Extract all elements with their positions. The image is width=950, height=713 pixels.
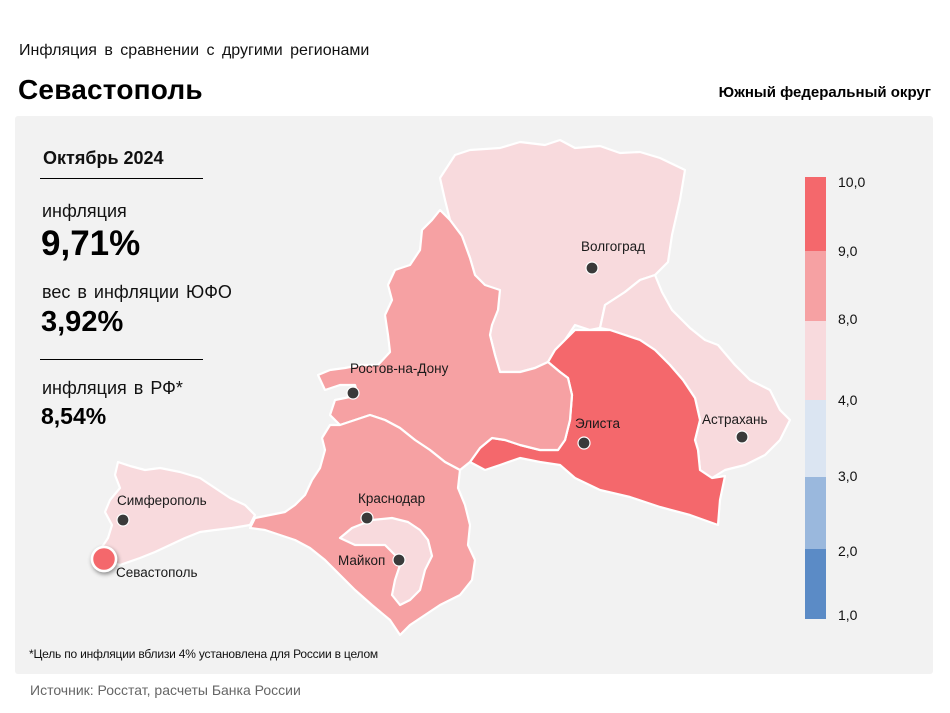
city-label-sevastopol: Севастополь [116, 565, 198, 580]
city-label-elista: Элиста [575, 416, 620, 431]
city-elista[interactable]: Элиста [575, 416, 620, 450]
weight-label: вес в инфляции ЮФО [42, 282, 232, 302]
source-note: Источник: Росстат, расчеты Банка России [30, 682, 301, 698]
legend-bin-9-10 [805, 177, 826, 251]
divider-bottom [40, 359, 203, 360]
page-title: Севастополь [18, 74, 203, 105]
city-label-astrakhan: Астрахань [702, 412, 768, 427]
legend-tick: 10,0 [838, 174, 866, 190]
legend-tick: 9,0 [838, 243, 858, 259]
city-marker-icon [116, 513, 130, 527]
inflation-label: инфляция [42, 201, 127, 221]
city-marker-icon [360, 511, 374, 525]
city-marker-icon [735, 430, 749, 444]
city-label-maykop: Майкоп [338, 553, 385, 568]
legend-tick: 4,0 [838, 392, 858, 408]
highlight-marker-icon [90, 545, 118, 573]
legend-bin-2-3 [805, 477, 826, 549]
legend-tick: 8,0 [838, 311, 858, 327]
rf-inflation-label: инфляция в РФ* [42, 378, 183, 398]
divider-top [40, 178, 203, 179]
city-rostov[interactable]: Ростов-на-Дону [346, 361, 449, 400]
city-astrakhan[interactable]: Астрахань [702, 412, 768, 444]
region-crimea[interactable] [98, 460, 257, 567]
legend-bin-1-2 [805, 549, 826, 619]
legend-bin-3-4 [805, 400, 826, 477]
city-krasnodar[interactable]: Краснодар [358, 491, 425, 525]
legend-tick: 3,0 [838, 468, 858, 484]
city-marker-icon [585, 261, 599, 275]
city-label-volgograd: Волгоград [581, 239, 645, 254]
weight-value: 3,92% [41, 306, 124, 338]
region-adygea[interactable] [338, 516, 434, 607]
city-marker-icon [577, 436, 591, 450]
district-label: Южный федеральный округ [718, 84, 931, 101]
footnote: *Цель по инфляции вблизи 4% установлена … [29, 647, 378, 661]
city-marker-icon [392, 553, 406, 567]
city-label-krasnodar: Краснодар [358, 491, 425, 506]
city-maykop[interactable]: Майкоп [338, 553, 406, 568]
legend-bin-8-9 [805, 251, 826, 321]
chart-subtitle: Инфляция в сравнении с другими регионами [19, 42, 370, 59]
legend-bin-4-8 [805, 321, 826, 400]
city-label-rostov: Ростов-на-Дону [350, 361, 449, 376]
city-label-simferopol: Симферополь [117, 493, 207, 508]
city-sevastopol[interactable]: Севастополь [90, 545, 198, 580]
legend-tick: 1,0 [838, 607, 858, 623]
period-label: Октябрь 2024 [43, 148, 164, 168]
city-volgograd[interactable]: Волгоград [581, 239, 645, 275]
rf-inflation-value: 8,54% [41, 403, 107, 429]
inflation-value: 9,71% [41, 224, 141, 263]
city-marker-icon [346, 386, 360, 400]
city-simferopol[interactable]: Симферополь [116, 493, 207, 527]
legend-tick: 2,0 [838, 543, 858, 559]
